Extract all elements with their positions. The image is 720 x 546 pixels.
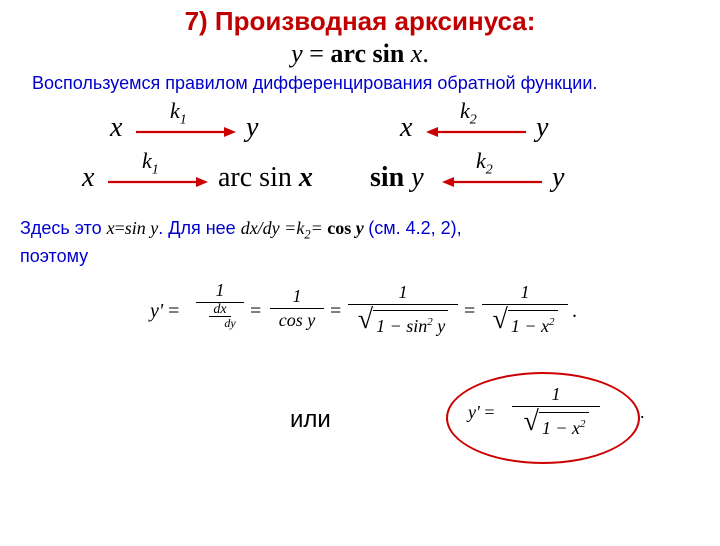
frac-final: 1 √1 − x2 bbox=[512, 384, 600, 436]
eq-sign: = bbox=[303, 39, 331, 68]
or-text: или bbox=[290, 406, 331, 434]
sym-x-3: x bbox=[82, 162, 94, 194]
sym-y-1: y bbox=[246, 112, 258, 144]
frac-1: 1 dxdy bbox=[196, 280, 244, 330]
sym-x-1: x bbox=[110, 112, 122, 144]
note-text: Воспользуемся правилом дифференцирования… bbox=[32, 73, 720, 94]
expl-t3: (см. 4.2, 2), bbox=[368, 218, 461, 238]
arrow-diagrams: x k1 y x k2 y x k1 arc sin x sin y k2 y bbox=[0, 100, 720, 210]
expl-t4: поэтому bbox=[20, 246, 88, 266]
expl-t1: Здесь это bbox=[20, 218, 107, 238]
expl-eq1m: = bbox=[115, 218, 125, 238]
k1-label-2: k1 bbox=[142, 148, 159, 178]
explanation-line: Здесь это x=sin y. Для нее dx/dy =k2= co… bbox=[20, 216, 710, 268]
slide-title: 7) Производная арксинуса: bbox=[0, 6, 720, 37]
eq-4: = bbox=[464, 300, 475, 323]
main-equation: y = arc sin x. bbox=[0, 39, 720, 69]
yprime-final: y' = bbox=[468, 402, 495, 423]
eq-3: = bbox=[330, 300, 341, 323]
eq-lhs: y bbox=[291, 39, 303, 68]
eq-op: arc sin bbox=[330, 39, 410, 68]
k2-label-1: k2 bbox=[460, 98, 477, 128]
sym-arcsinx: arc sin x bbox=[218, 162, 313, 194]
expl-t2: . Для нее bbox=[158, 218, 240, 238]
k2-label-2: k2 bbox=[476, 148, 493, 178]
sym-siny: sin y bbox=[370, 162, 424, 194]
sym-y-3: y bbox=[552, 162, 564, 194]
k1-label-1: k1 bbox=[170, 98, 187, 128]
sym-y-2: y bbox=[536, 112, 548, 144]
eq-var: x bbox=[411, 39, 423, 68]
frac-3: 1 √1 − sin2 y bbox=[348, 282, 458, 334]
eq-2: = bbox=[250, 300, 261, 323]
deriv-dot: . bbox=[572, 300, 577, 323]
yprime-1: y' = bbox=[150, 300, 179, 323]
final-dot: . bbox=[640, 402, 645, 423]
derivation-chain: y' = 1 dxdy = 1 cos y = 1 √1 − sin2 y = … bbox=[0, 272, 720, 352]
frac-4: 1 √1 − x2 bbox=[482, 282, 568, 334]
sym-x-2: x bbox=[400, 112, 412, 144]
expl-cosy: cos y bbox=[323, 218, 369, 238]
frac-2: 1 cos y bbox=[270, 286, 324, 331]
expl-eq1l: x bbox=[107, 218, 115, 238]
expl-dxdy: dx/dy bbox=[241, 218, 284, 238]
expl-eqk2: =k2= bbox=[284, 218, 323, 238]
expl-eq1r: sin y bbox=[125, 218, 159, 238]
final-row: или y' = 1 √1 − x2 . bbox=[0, 372, 720, 472]
eq-dot: . bbox=[422, 39, 429, 68]
